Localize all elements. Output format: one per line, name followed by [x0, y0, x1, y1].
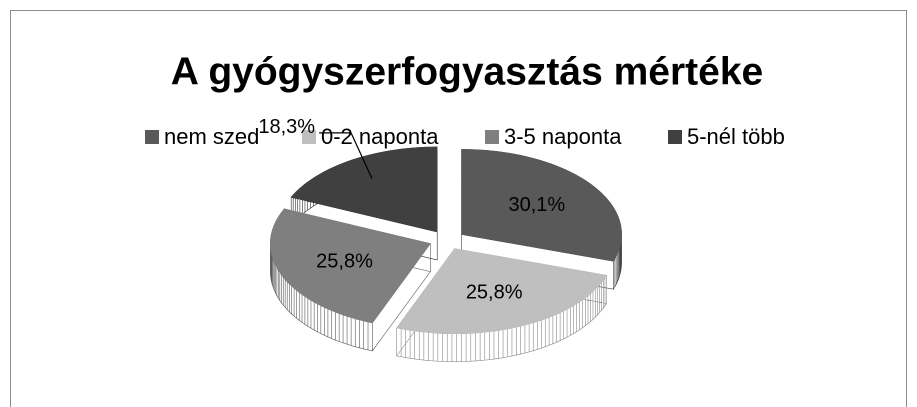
leader-line — [319, 132, 373, 179]
legend-swatch — [302, 130, 316, 144]
data-label: 25,8% — [316, 251, 373, 273]
data-label: 18,3% — [258, 116, 315, 138]
legend-label: nem szed — [164, 124, 259, 149]
slice — [396, 248, 608, 334]
data-label: 25,8% — [466, 282, 523, 304]
chart-frame — [10, 10, 907, 407]
legend-swatch — [485, 130, 499, 144]
legend-swatch — [668, 130, 682, 144]
legend-label: 3-5 naponta — [504, 124, 622, 149]
legend-label: 5-nél több — [687, 124, 785, 149]
slice — [270, 208, 431, 324]
legend-label: 0-2 naponta — [321, 124, 439, 149]
slice — [290, 146, 438, 233]
legend-swatch — [145, 130, 159, 144]
chart-title: A gyógyszerfogyasztás mértéke — [171, 50, 763, 93]
slice — [461, 149, 622, 262]
data-label: 30,1% — [508, 194, 565, 216]
